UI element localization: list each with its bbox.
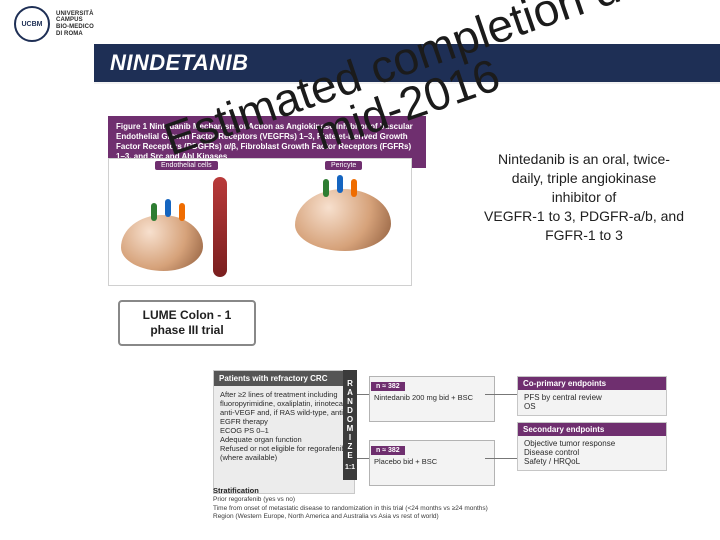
rand-letter: N — [343, 398, 357, 406]
stratification-item: Prior regorafenib (yes vs no) — [213, 496, 513, 504]
desc-line: Nintedanib is an oral, twice- — [476, 150, 692, 169]
desc-line: FGFR-1 to 3 — [476, 226, 692, 245]
receptor-fgfr-icon — [351, 179, 357, 197]
pericyte-cell-icon — [295, 189, 391, 251]
slide-title-bar: NINDETANIB — [94, 44, 720, 82]
receptor-pdgfr-icon — [337, 175, 343, 193]
institution-line: UNIVERSITÀ — [56, 11, 94, 18]
endpoints-panel: Co-primary endpoints PFS by central revi… — [517, 376, 667, 477]
institution-line: BIO-MEDICO — [56, 24, 94, 31]
randomize-strip: R A N D O M I Z E 1:1 — [343, 370, 357, 480]
rand-letter: D — [343, 407, 357, 415]
endothelial-cell-icon — [121, 215, 203, 271]
connector-line — [485, 458, 517, 459]
institution-line: CAMPUS — [56, 17, 94, 24]
endpoint-item: PFS by central review — [524, 393, 660, 402]
endpoint-item: Safety / HRQoL — [524, 457, 660, 466]
receptor-vegfr-icon — [151, 203, 157, 221]
treatment-arm-nintedanib: n ≈ 382 Nintedanib 200 mg bid + BSC — [369, 376, 495, 422]
blood-vessel-icon — [213, 177, 227, 277]
treatment-arm-placebo: n ≈ 382 Placebo bid + BSC — [369, 440, 495, 486]
stratification-block: Stratification Prior regorafenib (yes vs… — [213, 486, 513, 521]
rand-letter: E — [343, 452, 357, 460]
stratification-item: Region (Western Europe, North America an… — [213, 513, 513, 521]
rand-letter: A — [343, 389, 357, 397]
connector-line — [485, 394, 517, 395]
institution-seal-icon: UCBM — [14, 6, 50, 42]
coprimary-block: Co-primary endpoints PFS by central revi… — [517, 376, 667, 416]
logo-block: UCBM UNIVERSITÀ CAMPUS BIO-MEDICO DI ROM… — [14, 6, 94, 42]
seal-initials: UCBM — [22, 21, 43, 28]
connector-line — [357, 394, 369, 395]
arm-desc: Nintedanib 200 mg bid + BSC — [374, 393, 473, 402]
patients-bullet: Adequate organ function — [220, 435, 348, 444]
mechanism-diagram: Endothelial cells Pericyte — [108, 158, 412, 286]
stratification-item: Time from onset of metastatic disease to… — [213, 505, 513, 513]
receptor-fgfr-icon — [179, 203, 185, 221]
patients-bullet: Refused or not eligible for regorafenib … — [220, 444, 348, 462]
trial-name-line2: phase III trial — [128, 323, 246, 338]
arm-n-label: n ≈ 382 — [371, 446, 405, 455]
rand-letter: Z — [343, 443, 357, 451]
trial-name-box: LUME Colon - 1 phase III trial — [118, 300, 256, 346]
institution-name: UNIVERSITÀ CAMPUS BIO-MEDICO DI ROMA — [56, 11, 94, 37]
arm-desc: Placebo bid + BSC — [374, 457, 437, 466]
patients-bullet: After ≥2 lines of treatment including fl… — [220, 390, 348, 408]
patients-panel: Patients with refractory CRC After ≥2 li… — [213, 370, 355, 494]
secondary-block: Secondary endpoints Objective tumor resp… — [517, 422, 667, 471]
rand-letter: I — [343, 434, 357, 442]
desc-line: daily, triple angiokinase — [476, 169, 692, 188]
slide-title: NINDETANIB — [110, 50, 248, 76]
diagram-label-endothelial: Endothelial cells — [155, 161, 218, 170]
receptor-vegfr-icon — [323, 179, 329, 197]
desc-line: VEGFR-1 to 3, PDGFR-a/b, and — [476, 207, 692, 226]
receptor-pdgfr-icon — [165, 199, 171, 217]
endpoint-item: Objective tumor response — [524, 439, 660, 448]
diagram-label-pericyte: Pericyte — [325, 161, 362, 170]
trial-name-line1: LUME Colon - 1 — [128, 308, 246, 323]
arm-n-label: n ≈ 382 — [371, 382, 405, 391]
endpoint-item: OS — [524, 402, 660, 411]
patients-bullet: anti-VEGF and, if RAS wild-type, anti-EG… — [220, 408, 348, 426]
allocation-ratio: 1:1 — [343, 464, 357, 471]
patients-bullet: ECOG PS 0–1 — [220, 426, 348, 435]
drug-description: Nintedanib is an oral, twice- daily, tri… — [476, 150, 692, 244]
secondary-header: Secondary endpoints — [518, 423, 666, 436]
stratification-header: Stratification — [213, 486, 513, 495]
endpoint-item: Disease control — [524, 448, 660, 457]
trial-schematic: Patients with refractory CRC After ≥2 li… — [213, 362, 681, 512]
slide-root: UCBM UNIVERSITÀ CAMPUS BIO-MEDICO DI ROM… — [0, 0, 720, 540]
desc-line: inhibitor of — [476, 188, 692, 207]
coprimary-header: Co-primary endpoints — [518, 377, 666, 390]
rand-letter: M — [343, 425, 357, 433]
rand-letter: R — [343, 380, 357, 388]
connector-line — [357, 458, 369, 459]
patients-header: Patients with refractory CRC — [214, 371, 354, 386]
rand-letter: O — [343, 416, 357, 424]
institution-line: DI ROMA — [56, 31, 94, 38]
